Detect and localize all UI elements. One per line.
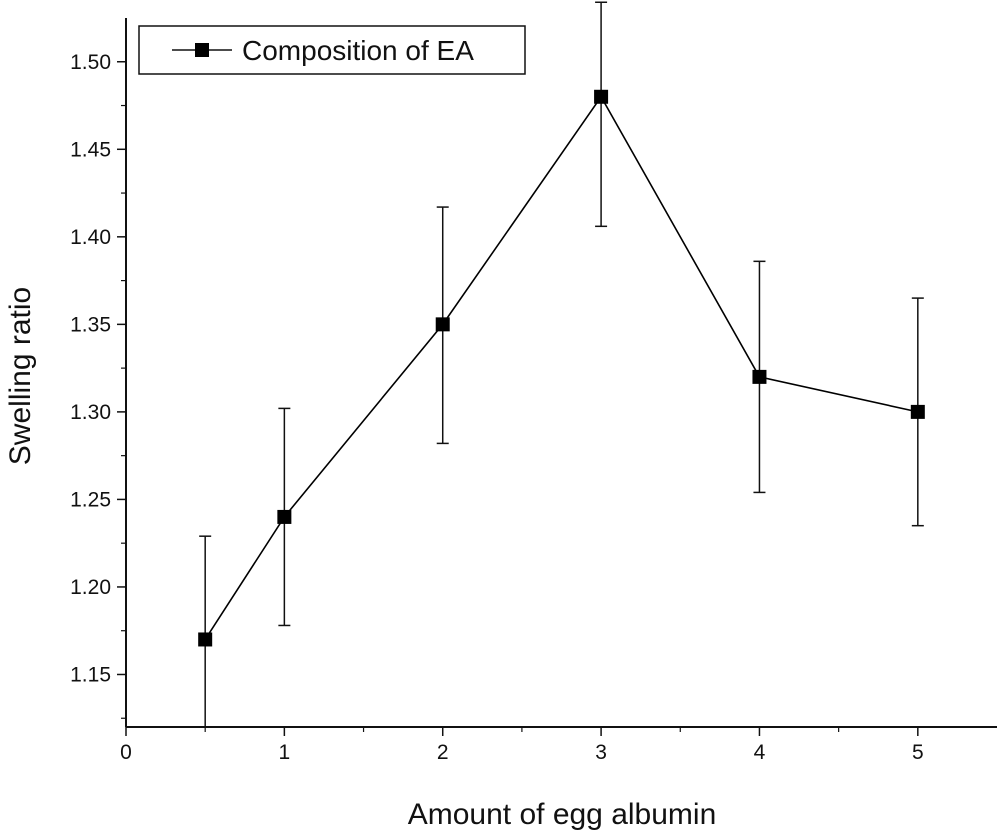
axis-ticks: 0 1 2 3 4 5 1.15 1.20 1.25 1.30 1.35 1.40 1.45 1.50 [70, 51, 924, 764]
plot-frame [125, 18, 997, 728]
y-tick-label: 1.25 [70, 488, 111, 511]
error-bars [199, 1, 924, 728]
y-tick-label: 1.45 [70, 138, 111, 161]
y-tick-label: 1.50 [70, 51, 111, 74]
x-tick-label: 1 [279, 741, 291, 764]
y-tick-label: 1.20 [70, 576, 111, 599]
legend-marker [195, 43, 209, 57]
data-markers [198, 89, 925, 647]
x-tick-label: 0 [120, 741, 132, 764]
data-point [435, 317, 450, 332]
series-line [204, 95, 918, 640]
y-tick-label: 1.40 [70, 226, 111, 249]
y-tick-label: 1.35 [70, 313, 111, 336]
series-line-group [204, 95, 918, 640]
x-axis-title: Amount of egg albumin [408, 798, 717, 831]
x-tick-label: 3 [595, 741, 607, 764]
y-axis-title: Swelling ratio [4, 287, 37, 465]
data-point [277, 509, 292, 524]
data-point [594, 89, 609, 104]
y-tick-label: 1.30 [70, 401, 111, 424]
legend: Composition of EA [138, 25, 526, 75]
x-tick-label: 4 [754, 741, 766, 764]
data-point [198, 632, 213, 647]
x-tick-label: 2 [437, 741, 449, 764]
data-point [752, 369, 767, 384]
x-tick-label: 5 [912, 741, 924, 764]
y-tick-label: 1.15 [70, 663, 111, 686]
data-point [910, 404, 925, 419]
legend-label: Composition of EA [242, 35, 474, 66]
